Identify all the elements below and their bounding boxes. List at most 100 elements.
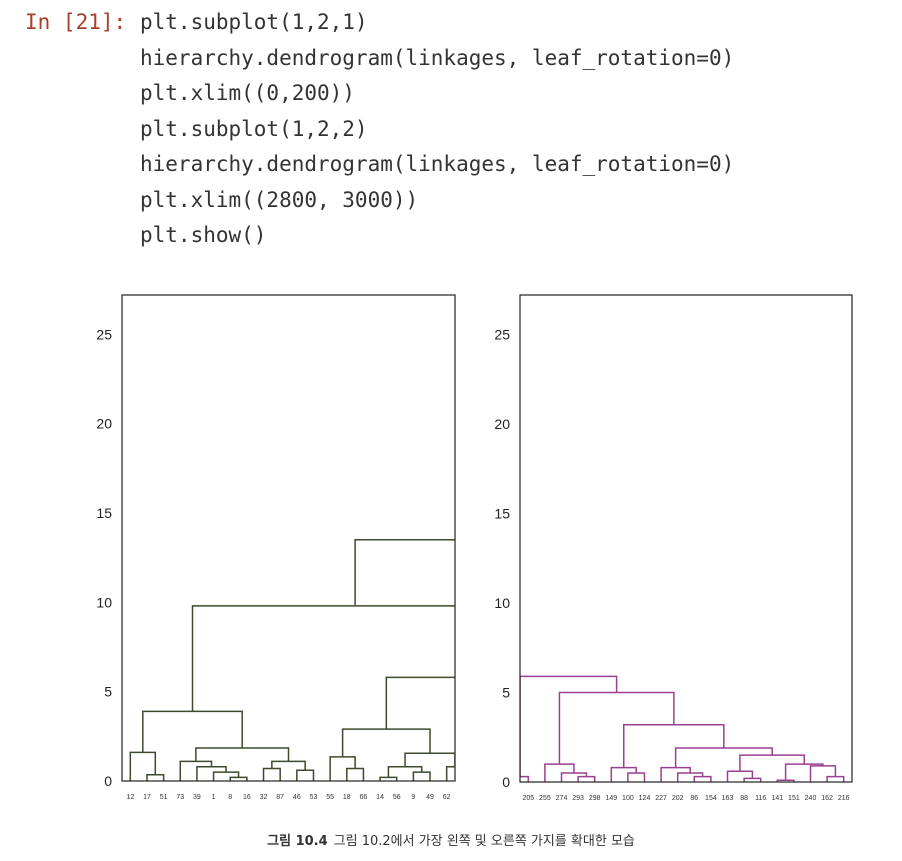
y-tick-label: 25 — [494, 326, 510, 342]
links — [520, 675, 845, 782]
link — [412, 771, 431, 781]
leaf-label: 205 — [522, 795, 534, 802]
plot-frame — [121, 294, 456, 782]
y-tick-label: 5 — [502, 684, 510, 700]
leaf-label: 151 — [788, 795, 800, 802]
y-tick-label: 0 — [104, 773, 112, 789]
leaf-label: 298 — [589, 795, 601, 802]
link — [826, 775, 845, 782]
link — [577, 775, 596, 782]
code-line: hierarchy.dendrogram(linkages, leaf_rota… — [140, 45, 735, 70]
link — [676, 772, 704, 782]
link — [196, 765, 227, 781]
y-tick-label: 0 — [502, 774, 510, 790]
code-cell: In [21]: plt.subplot(1,2,1) hierarchy.den… — [0, 0, 902, 260]
leaf-label: 62 — [443, 794, 451, 801]
plot-frame — [519, 294, 853, 783]
leaf-label: 87 — [276, 794, 284, 801]
leaf-label: 73 — [176, 794, 184, 801]
link — [179, 760, 213, 781]
caption-label: 그림 10.4 — [267, 834, 328, 849]
leaf-label: 16 — [243, 794, 251, 801]
link — [520, 675, 618, 777]
link — [262, 767, 281, 781]
subplot: 0 5 10 15 20 25 205 255 274 293 298 149 100 124 227 202… — [494, 294, 853, 802]
link — [809, 765, 837, 782]
link — [674, 747, 773, 768]
y-tick-label: 20 — [96, 416, 112, 432]
y-tick-label: 15 — [494, 505, 510, 521]
code-line: plt.subplot(1,2,2) — [140, 116, 368, 141]
leaf-label: 149 — [605, 795, 617, 802]
code-line: hierarchy.dendrogram(linkages, leaf_rota… — [140, 152, 735, 176]
leaf-label: 154 — [705, 795, 717, 802]
links — [129, 539, 455, 781]
leaf-label: 8 — [228, 794, 232, 801]
prompt: In [21]: — [25, 10, 127, 34]
caption: 그림 10.4 그림 10.2에서 가장 왼쪽 및 오른쪽 가지를 확대한 모습 — [0, 830, 902, 849]
code-line: plt.show() — [140, 223, 267, 247]
leaf-label: 18 — [343, 794, 351, 801]
y-tick-label: 5 — [104, 684, 112, 700]
code-line: plt.subplot(1,2,1) — [140, 10, 368, 34]
link — [726, 770, 754, 782]
leaf-label: 17 — [143, 794, 151, 801]
leaf-label: 14 — [376, 794, 384, 801]
link — [195, 747, 290, 762]
y-tick-label: 15 — [96, 505, 112, 521]
link — [142, 710, 243, 753]
leaf-label: 162 — [821, 795, 833, 802]
leaf-label: 293 — [572, 795, 584, 802]
leaf-label: 255 — [539, 795, 551, 802]
y-tick-label: 10 — [494, 595, 510, 611]
link — [129, 751, 157, 781]
link — [354, 539, 455, 606]
leaf-label: 124 — [639, 795, 651, 802]
leaf-label: 46 — [293, 794, 301, 801]
y-tick-label: 20 — [494, 416, 510, 432]
link — [212, 771, 240, 781]
leaf-label: 66 — [360, 794, 368, 801]
link — [146, 773, 165, 781]
link — [558, 691, 675, 765]
link — [560, 772, 588, 782]
leaf-label: 53 — [310, 794, 318, 801]
leaf-label: 227 — [655, 795, 667, 802]
leaf-label: 88 — [740, 795, 748, 802]
leaf-label: 216 — [838, 795, 850, 802]
link — [739, 754, 806, 772]
leaf-label: 56 — [393, 794, 401, 801]
link — [660, 766, 691, 782]
leaf-label: 240 — [805, 795, 817, 802]
y-tick-label: 10 — [96, 594, 112, 610]
code-line: plt.xlim((0,200)) — [140, 81, 355, 105]
link — [623, 723, 725, 768]
leaf-label: 32 — [260, 794, 268, 801]
caption-text: 그림 10.2에서 가장 왼쪽 및 오른쪽 가지를 확대한 모습 — [333, 834, 635, 849]
leaf-label: 1 — [212, 794, 216, 801]
link — [445, 765, 455, 781]
link — [404, 752, 455, 767]
leaf-label: 202 — [672, 795, 684, 802]
leaf-label: 55 — [326, 794, 334, 801]
link — [296, 769, 315, 781]
leaf-label: 9 — [411, 794, 415, 801]
leaf-label: 100 — [622, 795, 634, 802]
leaf-label: 39 — [193, 794, 201, 801]
leaf-label: 49 — [426, 794, 434, 801]
leaf-label: 12 — [126, 794, 134, 801]
leaf-label: 51 — [160, 794, 168, 801]
link — [346, 767, 365, 781]
y-tick-label: 25 — [96, 326, 112, 342]
link — [610, 766, 637, 782]
link — [693, 775, 712, 782]
link — [627, 772, 646, 782]
link — [520, 775, 530, 782]
leaf-label: 163 — [722, 795, 734, 802]
link — [191, 605, 455, 712]
leaf-label: 141 — [771, 795, 783, 802]
code-line: plt.xlim((2800, 3000)) — [140, 187, 419, 212]
